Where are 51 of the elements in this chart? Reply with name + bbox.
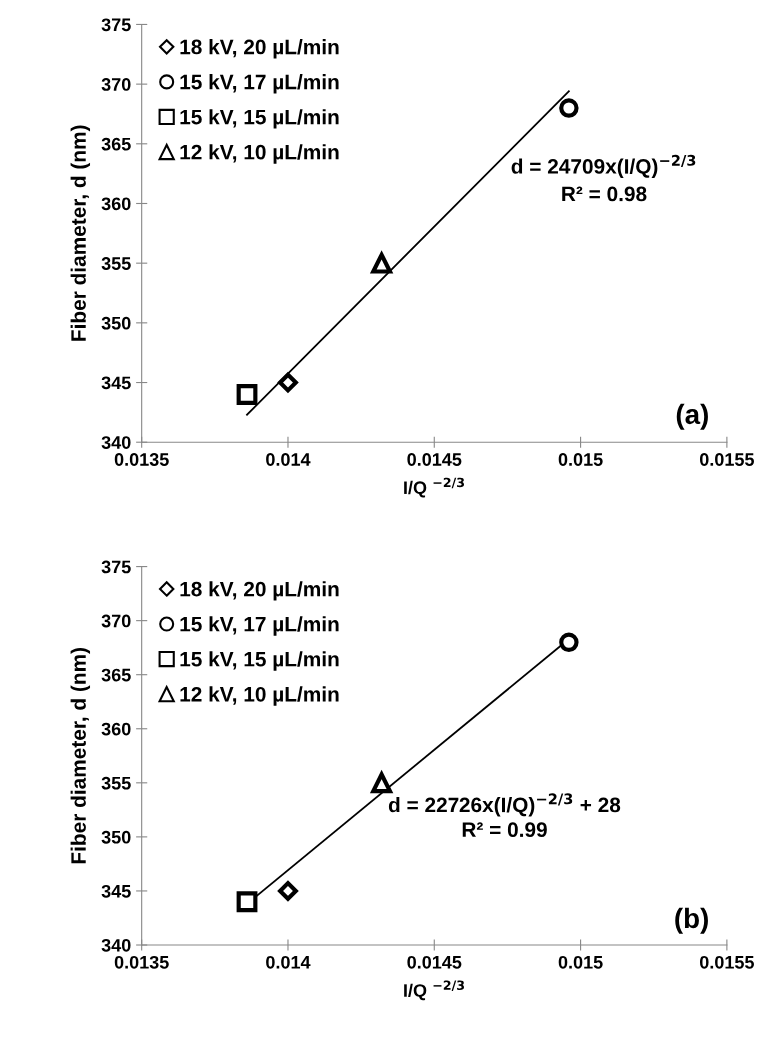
annotation: R² = 0.98 bbox=[562, 186, 647, 202]
y-tick-label: 370 bbox=[101, 614, 131, 628]
point bbox=[370, 250, 394, 274]
y-tick-label: 365 bbox=[101, 137, 131, 151]
y-tick-label: 360 bbox=[101, 197, 131, 211]
x-tick-label: 0.0155 bbox=[699, 453, 754, 466]
y-tick-label: 375 bbox=[101, 18, 131, 32]
y-tick-label: 355 bbox=[101, 257, 131, 270]
point bbox=[278, 881, 298, 901]
x-axis-title: I/Q $^{−2/3}$ bbox=[404, 477, 465, 498]
x-tick-label: 0.0155 bbox=[699, 955, 754, 969]
x-axis-title: I/Q $^{−2/3}$ bbox=[404, 980, 465, 1001]
x-tick-label: 0.014 bbox=[266, 453, 311, 466]
x-tick-label: 0.0135 bbox=[114, 955, 169, 969]
y-tick-label: 360 bbox=[101, 722, 131, 736]
legend-label: 18 kV, 20 µL/min bbox=[180, 39, 339, 59]
y-tick-label: 345 bbox=[101, 884, 131, 898]
y-tick-label: 355 bbox=[101, 776, 131, 790]
x-tick-label: 0.014 bbox=[266, 955, 311, 969]
point bbox=[236, 891, 258, 913]
x-tick-label: 0.0145 bbox=[407, 453, 462, 466]
x-tick-label: 0.0145 bbox=[407, 955, 462, 969]
y-tick-label: 365 bbox=[101, 668, 131, 682]
annotation: (a) bbox=[676, 403, 708, 430]
y-tick-label: 375 bbox=[101, 560, 131, 574]
x-tick-label: 0.015 bbox=[558, 955, 603, 969]
y-tick-label: 350 bbox=[101, 830, 131, 844]
y-tick-label: 350 bbox=[101, 316, 131, 330]
point bbox=[236, 384, 258, 405]
y-tick-label: 340 bbox=[101, 436, 131, 449]
annotation: (b) bbox=[675, 907, 708, 934]
annotation: R² = 0.99 bbox=[462, 822, 547, 838]
legend-label: 12 kV, 10 µL/min bbox=[180, 686, 339, 706]
legend-label: 15 kV, 15 µL/min bbox=[180, 109, 339, 129]
legend-label: 15 kV, 15 µL/min bbox=[180, 651, 339, 671]
legend-label: 15 kV, 17 µL/min bbox=[180, 616, 339, 636]
y-tick-label: 345 bbox=[101, 376, 131, 390]
legend-label: 18 kV, 20 µL/min bbox=[180, 581, 339, 601]
point bbox=[559, 98, 579, 118]
x-tick-label: 0.0135 bbox=[114, 453, 169, 466]
legend-label: 12 kV, 10 µL/min bbox=[180, 144, 339, 164]
y-axis-title: Fiber diameter, d (nm) bbox=[70, 125, 91, 341]
point bbox=[278, 372, 298, 393]
annotation: d = 24709x(I/Q)$^{−2/3}$ bbox=[511, 154, 696, 178]
annotation: d = 22726x(I/Q)$^{−2/3}$ + 28 bbox=[388, 793, 621, 817]
legend-label: 15 kV, 17 µL/min bbox=[180, 74, 339, 94]
point bbox=[559, 632, 579, 652]
y-tick-label: 370 bbox=[101, 78, 131, 91]
y-tick-label: 340 bbox=[101, 938, 131, 952]
y-axis-title: Fiber diameter, d (nm) bbox=[70, 648, 91, 864]
x-tick-label: 0.015 bbox=[558, 453, 603, 466]
